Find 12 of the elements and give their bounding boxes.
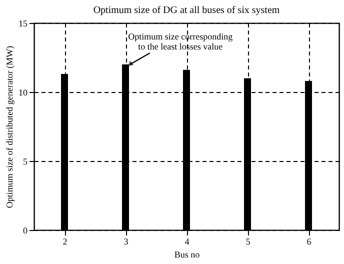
x-tick-label: 6 — [306, 236, 312, 246]
y-tick-label: 5 — [23, 156, 28, 166]
x-tick-label: 2 — [62, 236, 68, 246]
x-tick-label: 3 — [124, 236, 129, 246]
x-tick-label: 5 — [246, 236, 251, 246]
x-axis-title: Bus no — [174, 250, 200, 260]
x-tick-label: 4 — [184, 236, 190, 246]
y-tick-label: 10 — [18, 88, 28, 98]
y-tick-label: 15 — [18, 18, 28, 28]
y-tick-label: 0 — [23, 226, 28, 236]
chart-title: Optimum size of DG at all buses of six system — [93, 5, 280, 16]
y-axis-title: Optimum size of distributed generator (MW) — [4, 46, 14, 208]
